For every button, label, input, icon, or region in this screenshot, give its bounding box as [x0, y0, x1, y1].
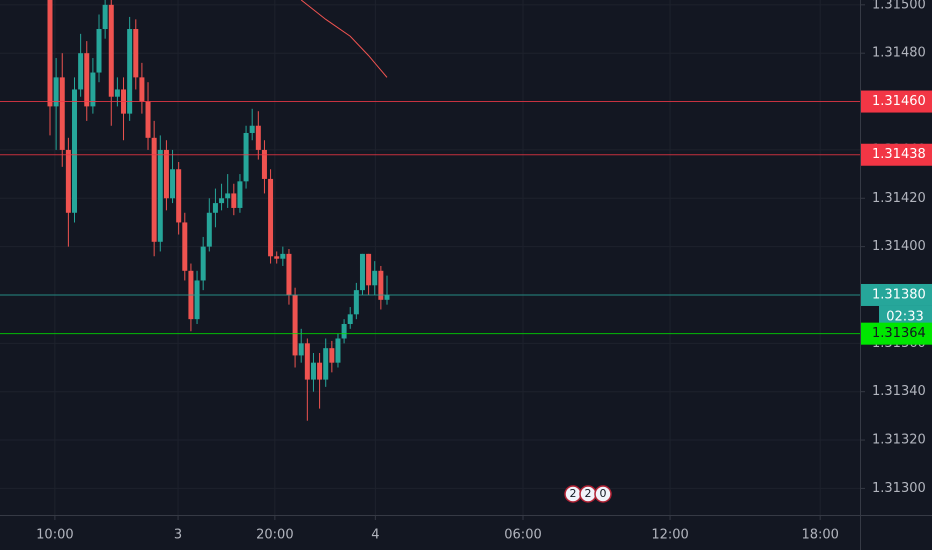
y-tick-label: 1.31300 — [872, 481, 926, 496]
candle-body — [139, 77, 145, 102]
y-tick-label: 1.31500 — [872, 0, 926, 12]
candle-body — [286, 253, 292, 295]
candle-body — [366, 253, 372, 286]
candle-body — [47, 0, 53, 107]
price-label: 1.31438 — [872, 147, 926, 162]
candle-body — [384, 294, 390, 300]
candle-body — [59, 77, 65, 150]
candle-body — [212, 203, 218, 213]
candle-body — [194, 280, 200, 320]
moving-average — [300, 0, 388, 78]
candle-body — [151, 137, 157, 242]
candle-body — [200, 246, 206, 281]
candle-body — [102, 4, 108, 30]
candle-body — [206, 212, 212, 247]
x-tick-label: 12:00 — [651, 528, 688, 543]
candle-body — [353, 290, 359, 315]
candle-body — [157, 149, 163, 242]
event-label: 2 — [585, 487, 592, 500]
candle-body — [72, 89, 78, 213]
candle-body — [378, 270, 384, 300]
candle-body — [249, 125, 255, 133]
event-label: 2 — [570, 487, 577, 500]
candle-body — [145, 101, 151, 138]
countdown: 02:33 — [886, 309, 923, 324]
event-label: 0 — [600, 487, 607, 500]
price-label: 1.31364 — [872, 326, 926, 341]
candle-body — [225, 193, 231, 199]
y-tick-label: 1.31480 — [872, 46, 926, 61]
x-tick-label: 4 — [371, 528, 379, 543]
price-label: 1.31460 — [872, 94, 926, 109]
y-tick-label: 1.31400 — [872, 239, 926, 254]
candle-body — [280, 253, 286, 259]
candle-body — [96, 29, 102, 73]
candle-body — [304, 343, 310, 380]
price-label-box — [861, 143, 932, 166]
candle-body — [127, 29, 133, 114]
candle-body — [329, 348, 335, 363]
candle-body — [108, 4, 114, 97]
candle-body — [170, 169, 176, 199]
x-tick-label: 10:00 — [36, 528, 73, 543]
candle-body — [292, 294, 298, 356]
candle-body — [84, 53, 90, 107]
candle-body — [372, 270, 378, 286]
candle-body — [359, 253, 365, 291]
candle-body — [298, 343, 304, 356]
candle-body — [114, 89, 120, 97]
axes: 1.313001.313201.313401.313601.313801.314… — [36, 0, 932, 543]
candle-body — [243, 132, 249, 182]
y-tick-label: 1.31420 — [872, 191, 926, 206]
candle-body — [268, 178, 274, 257]
price-label-box — [861, 90, 932, 113]
candle-body — [347, 314, 353, 324]
candle-body — [231, 193, 237, 208]
candle-body — [274, 256, 280, 259]
candle-body — [341, 323, 347, 339]
y-tick-label: 1.31320 — [872, 433, 926, 448]
candle-body — [163, 149, 169, 199]
y-tick-label: 1.31340 — [872, 384, 926, 399]
x-tick-label: 20:00 — [256, 528, 293, 543]
price-label-box — [861, 322, 932, 345]
candle-body — [65, 149, 71, 213]
candle-body — [53, 77, 59, 107]
candle-body — [176, 169, 182, 223]
x-tick-label: 06:00 — [504, 528, 541, 543]
price-label: 1.31380 — [872, 287, 926, 302]
candle-body — [310, 362, 316, 380]
price-label-box — [861, 283, 932, 306]
candle-body — [219, 198, 225, 204]
candle-body — [90, 72, 96, 107]
x-tick-label: 3 — [174, 528, 182, 543]
countdown-box — [879, 305, 932, 328]
candle-body — [237, 181, 243, 208]
candle-body — [133, 29, 139, 78]
candle-body — [323, 348, 329, 380]
candle-body — [335, 338, 341, 363]
candle-body — [78, 53, 84, 90]
event-marker — [594, 485, 612, 503]
candle-body — [255, 125, 261, 150]
candle-body — [261, 149, 267, 179]
candle-body — [182, 222, 188, 271]
x-tick-label: 18:00 — [801, 528, 838, 543]
candle-body — [317, 362, 323, 380]
